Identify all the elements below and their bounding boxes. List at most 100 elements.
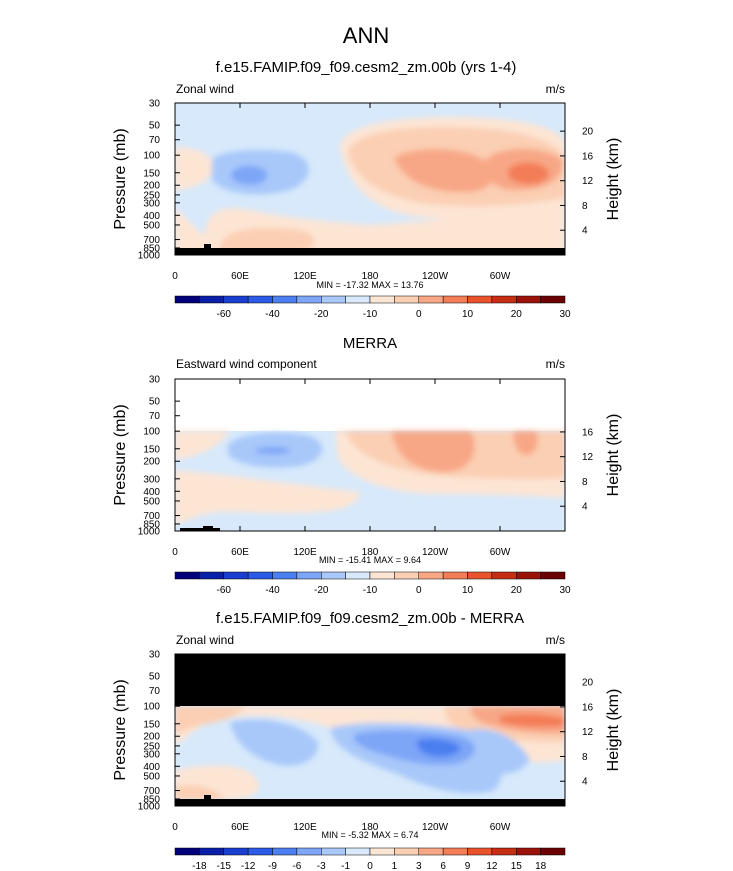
y-tick-label: 150: [143, 168, 160, 179]
colorbar-swatch: [540, 295, 566, 304]
panel-title: MERRA: [343, 335, 397, 352]
y-tick-label: 400: [143, 211, 160, 222]
y-tick-label: 50: [149, 397, 161, 408]
colorbar-label: -6: [292, 861, 301, 871]
x-tick-label: 60E: [231, 547, 249, 558]
colorbar-label: 0: [367, 861, 373, 871]
y-tick-label: 250: [143, 741, 160, 752]
colorbar-swatch: [199, 847, 224, 856]
masked-region: [175, 654, 565, 706]
colorbar-swatch: [516, 571, 541, 580]
x-tick-label: 60W: [490, 822, 511, 833]
colorbar-swatch: [223, 295, 249, 304]
contour-field: [175, 103, 565, 255]
colorbar-swatch: [418, 295, 444, 304]
colorbar-swatch: [540, 571, 566, 580]
contour-field: [175, 431, 565, 531]
y-axis-title: Pressure (mb): [112, 679, 129, 780]
x-tick-label: 120E: [293, 547, 317, 558]
y-tick-label: 1000: [138, 802, 161, 813]
colorbar-swatch: [199, 295, 224, 304]
colorbar-swatch: [418, 847, 444, 856]
colorbar-swatch: [223, 571, 249, 580]
colorbar-swatch: [491, 847, 517, 856]
y-tick-label: 500: [143, 220, 160, 231]
colorbar-swatch: [394, 571, 419, 580]
colorbar-swatch: [345, 847, 371, 856]
y-axis-right-title: Height (km): [605, 689, 622, 772]
height-tick-label: 16: [582, 427, 594, 438]
y-tick-label: 150: [143, 719, 160, 730]
colorbar-swatch: [491, 571, 517, 580]
colorbar-label: 10: [462, 309, 474, 320]
height-tick-label: 20: [582, 127, 594, 138]
y-tick-label: 300: [143, 749, 160, 760]
y-tick-label: 700: [143, 786, 160, 797]
colorbar-label: -12: [241, 861, 256, 871]
colorbar: -18 -15 -12 -9 -6 -3 -1 0 1 3 6 9 12 15 18: [174, 847, 566, 871]
y-tick-label: 850: [143, 794, 160, 805]
colorbar-swatch: [174, 571, 200, 580]
colorbar-label: 0: [416, 309, 422, 320]
panel-difference: f.e15.FAMIP.f09_f09.cesm2_zm.00b - MERRA…: [112, 610, 622, 871]
x-tick-label: 60E: [231, 271, 249, 282]
height-tick-label: 8: [582, 201, 588, 212]
y-tick-label: 200: [143, 181, 160, 192]
colorbar-swatch: [369, 295, 395, 304]
colorbar-label: -10: [363, 585, 378, 596]
colorbar-swatch: [321, 847, 346, 856]
colorbar-swatch: [516, 847, 541, 856]
y-axis-title: Pressure (mb): [112, 404, 129, 505]
y-tick-label: 250: [143, 190, 160, 201]
colorbar-swatch: [296, 295, 322, 304]
height-tick-label: 4: [582, 226, 588, 237]
colorbar-label: -15: [217, 861, 232, 871]
height-tick-label: 8: [582, 477, 588, 488]
height-tick-label: 16: [582, 702, 594, 713]
colorbar-label: -3: [317, 861, 326, 871]
colorbar-swatch: [345, 295, 371, 304]
colorbar-swatch: [369, 571, 395, 580]
topography-mask: [180, 528, 220, 531]
y-tick-label: 400: [143, 487, 160, 498]
x-tick-label: 120E: [293, 271, 317, 282]
y-tick-label: 100: [143, 702, 160, 713]
y-tick-label: 300: [143, 474, 160, 485]
height-tick-label: 8: [582, 752, 588, 763]
y-tick-label: 400: [143, 762, 160, 773]
y-tick-label: 200: [143, 457, 160, 468]
x-tick-label: 120E: [293, 822, 317, 833]
height-axis: 20 16 12 8 4: [560, 678, 594, 788]
variable-label: Zonal wind: [176, 633, 234, 647]
colorbar-swatch: [296, 847, 322, 856]
colorbar-label: -40: [265, 309, 280, 320]
y-tick-label: 850: [143, 519, 160, 530]
colorbar-label: 20: [511, 309, 523, 320]
units-label: m/s: [546, 82, 565, 96]
y-axis-title: Pressure (mb): [112, 128, 129, 229]
x-tick-label: 180: [362, 547, 379, 558]
positive-band: [175, 147, 213, 190]
positive-band: [392, 431, 475, 473]
height-tick-label: 16: [582, 151, 594, 162]
positive-band: [500, 713, 565, 727]
y-tick-label: 70: [149, 135, 161, 146]
positive-band: [175, 706, 245, 734]
height-tick-label: 12: [582, 727, 594, 738]
colorbar-label: 3: [416, 861, 422, 871]
height-tick-label: 4: [582, 502, 588, 513]
colorbar-swatch: [369, 847, 395, 856]
colorbar-swatch: [467, 571, 493, 580]
colorbar-swatch: [199, 571, 224, 580]
colorbar-label: 20: [511, 585, 523, 596]
panel-title: f.e15.FAMIP.f09_f09.cesm2_zm.00b - MERRA: [216, 610, 524, 627]
colorbar-swatch: [247, 847, 273, 856]
colorbar-label: -10: [363, 309, 378, 320]
colorbar-label: 9: [465, 861, 471, 871]
colorbar-label: 6: [440, 861, 446, 871]
x-tick-label: 0: [172, 271, 178, 282]
y-tick-label: 30: [149, 650, 161, 661]
height-tick-label: 20: [582, 678, 594, 689]
